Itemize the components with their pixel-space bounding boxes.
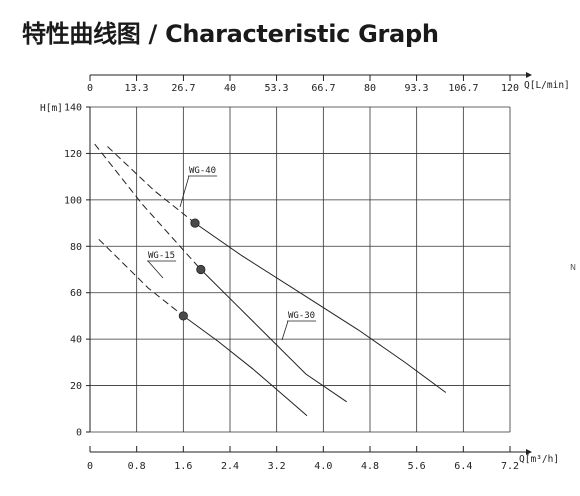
series-label: WG-40 [189, 166, 216, 176]
y-tick-label: 140 [64, 103, 82, 114]
top-tick-label: 13.3 [125, 83, 149, 94]
bottom-tick-label: 5.6 [408, 461, 426, 472]
rated-point [196, 264, 206, 275]
series-solid-line [194, 222, 447, 393]
bottom-tick-label: 3.2 [268, 461, 286, 472]
y-tick-label: 100 [64, 195, 82, 206]
top-tick-label: 40 [224, 83, 236, 94]
series-dashed-line [94, 143, 202, 270]
top-tick-label: 106.7 [448, 83, 478, 94]
series-label: WG-30 [288, 311, 315, 321]
series-dashed-line [98, 238, 184, 317]
top-axis-arrow [526, 72, 532, 78]
top-axis-label: Q[L/min] [524, 80, 570, 91]
bottom-axis: 0 0.8 1.6 2.4 3.2 4.0 4.8 5.6 6.4 7.2Q[m³/h] [87, 446, 559, 472]
series-solid-line [200, 269, 347, 403]
top-tick-label: 26.7 [171, 83, 195, 94]
bottom-tick-label: 0 [87, 461, 93, 472]
y-tick-label: 60 [70, 288, 82, 299]
series-label-leader [281, 320, 289, 341]
series-wg-40: WG-40 [107, 146, 447, 393]
top-tick-label: 66.7 [311, 83, 335, 94]
margin-mark: N [570, 263, 576, 272]
bottom-tick-label: 4.8 [361, 461, 379, 472]
bottom-tick-label: 2.4 [221, 461, 239, 472]
series-dashed-line [107, 146, 196, 224]
bottom-tick-label: 1.6 [174, 461, 192, 472]
top-axis: 0 13.3 26.7 40 53.3 66.7 80 93.3 106.7 120 Q[L/min… [87, 72, 570, 94]
bottom-axis-arrow [526, 449, 532, 455]
series-solid-line [183, 315, 308, 417]
page-title: 特性曲线图 / Characteristic Graph [22, 20, 439, 48]
top-tick-label: 80 [364, 83, 376, 94]
bottom-tick-label: 4.0 [314, 461, 332, 472]
bottom-axis-label: Q[m³/h] [519, 454, 559, 465]
top-tick-label: 53.3 [265, 83, 289, 94]
y-tick-label: 20 [70, 381, 82, 392]
curves: WG-15 WG-30 WG-40 [94, 143, 447, 417]
top-tick-label: 120 [501, 83, 519, 94]
bottom-tick-label: 7.2 [501, 461, 519, 472]
series-label-leader [179, 175, 190, 208]
y-tick-label: 40 [70, 335, 82, 346]
y-tick-label: 80 [70, 242, 82, 253]
grid [89, 106, 511, 433]
y-tick-label: 120 [64, 149, 82, 160]
series-label-leader [147, 260, 164, 279]
bottom-tick-label: 6.4 [454, 461, 472, 472]
series-wg-30: WG-30 [94, 143, 347, 403]
series-wg-15: WG-15 [98, 238, 308, 417]
series-label: WG-15 [148, 251, 175, 261]
top-tick-label: 0 [87, 83, 93, 94]
bottom-tick-label: 0.8 [128, 461, 146, 472]
y-axis-label: H[m] [40, 103, 63, 114]
rated-point [190, 218, 200, 228]
y-tick-label: 0 [76, 428, 82, 439]
rated-point [178, 311, 188, 321]
top-tick-label: 93.3 [405, 83, 429, 94]
